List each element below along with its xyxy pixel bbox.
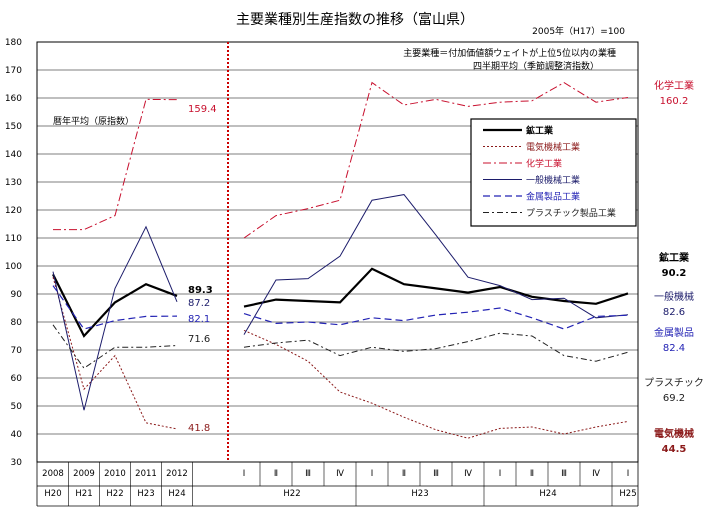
end-series-label: プラスチック [644,377,704,389]
annual-value-label: 71.6 [188,334,210,345]
y-tick-label: 40 [11,430,23,440]
note-line-1: 主要業種＝付加価値額ウェイトが上位5位以内の業種 [403,47,616,59]
y-tick-label: 160 [5,94,22,104]
gridlines [37,42,638,462]
series-line-quarterly-3 [243,194,629,335]
y-tick-label: 140 [5,150,22,160]
data-labels: 89.3 41.8 159.4 87.2 82.1 71.6 鉱工業 90.2 電気機械 44.5… [188,79,704,455]
y-tick-label: 60 [11,374,23,384]
annual-value-label: 89.3 [188,285,213,296]
x-tick-year: 2011 [135,469,157,479]
x-tick-quarter: Ⅰ [243,469,246,479]
series-line-annual-4 [52,285,178,330]
x-tick-year: 2009 [73,469,95,479]
chart-title: 主要業種別生産指数の推移（富山県） [236,11,474,28]
series-line-quarterly-0 [243,267,629,308]
end-value-label: 160.2 [660,96,689,107]
annual-value-label: 87.2 [188,298,210,309]
plot-frame [36,41,639,463]
y-tick-label: 100 [5,262,22,272]
series-line-annual-2 [53,98,178,231]
x-tick-era: H23 [411,489,428,499]
y-tick-label: 120 [5,206,22,216]
x-tick-quarter: Ⅱ [402,469,406,479]
x-tick-era: H24 [168,489,185,499]
end-value-label: 82.4 [663,343,685,354]
y-tick-label: 150 [5,122,22,132]
legend-box [470,118,637,227]
end-value-label: 82.6 [663,307,685,318]
end-series-label: 鉱工業 [659,251,690,264]
series-line-quarterly-5 [243,332,629,362]
series-line-annual-1 [52,277,178,430]
legend-label-3: 一般機械工業 [526,174,580,186]
x-tick-era: H25 [619,489,636,499]
base-note: 2005年（H17）=100 [532,25,625,37]
series-line-annual-3 [52,225,178,411]
end-series-label: 金属製品 [654,326,694,339]
y-tick-label: 110 [5,234,22,244]
annual-value-label: 41.8 [188,423,210,434]
y-tick-label: 170 [5,66,22,76]
y-tick-label: 50 [11,402,23,412]
legend-label-0: 鉱工業 [526,125,554,137]
x-tick-year: 2012 [166,469,188,479]
x-tick-era: H22 [283,489,300,499]
end-series-label: 電気機械 [654,427,694,440]
y-tick-label: 130 [5,178,22,188]
end-value-label: 69.2 [663,393,685,404]
x-tick-era: H24 [539,489,556,499]
series-lines [52,81,629,439]
legend-label-1: 電気機械工業 [526,141,580,153]
end-value-label: 90.2 [662,268,687,279]
x-tick-quarter: Ⅳ [464,469,472,479]
note-line-2: 四半期平均（季節調整済指数） [473,60,599,72]
annual-value-label: 159.4 [188,104,217,115]
end-series-label: 化学工業 [654,79,694,92]
legend-label-5: プラスチック製品工業 [526,207,616,219]
y-tick-label: 80 [11,318,23,328]
x-tick-quarter: Ⅳ [336,469,344,479]
x-tick-quarter: Ⅲ [305,469,311,479]
x-tick-era: H23 [137,489,154,499]
end-value-label: 44.5 [662,444,687,455]
annual-note: 暦年平均（原指数） [53,115,134,127]
y-tick-label: 30 [11,458,23,468]
legend-label-2: 化学工業 [526,158,562,170]
x-tick-quarter: Ⅰ [371,469,374,479]
y-tick-label: 90 [11,290,23,300]
series-line-quarterly-2 [243,81,629,239]
end-series-label: 一般機械 [654,290,694,303]
x-tick-quarter: Ⅱ [274,469,278,479]
plot-area [36,41,639,463]
y-tick-label: 70 [11,346,23,356]
x-tick-quarter: Ⅱ [530,469,534,479]
x-tick-quarter: Ⅰ [499,469,502,479]
x-tick-year: 2010 [104,469,126,479]
x-tick-era: H22 [106,489,123,499]
x-axis: 2008 H20 2009 H21 2010 H22 2011 H23 2012 H24 Ⅰ Ⅱ Ⅲ Ⅳ Ⅰ… [36,462,639,507]
x-tick-quarter: Ⅳ [592,469,600,479]
x-tick-quarter: Ⅰ [627,469,630,479]
y-axis-ticks: 180 170 160 150 140 130 120 110 100 90 80 70 60 50 40 3… [5,38,22,468]
legend-label-4: 金属製品工業 [526,191,580,203]
x-tick-era: H21 [75,489,92,499]
x-tick-era: H20 [44,489,61,499]
x-tick-year: 2008 [42,469,64,479]
x-tick-quarter: Ⅲ [433,469,439,479]
x-tick-quarter: Ⅲ [561,469,567,479]
annual-value-label: 82.1 [188,314,210,325]
y-tick-label: 180 [5,38,22,48]
